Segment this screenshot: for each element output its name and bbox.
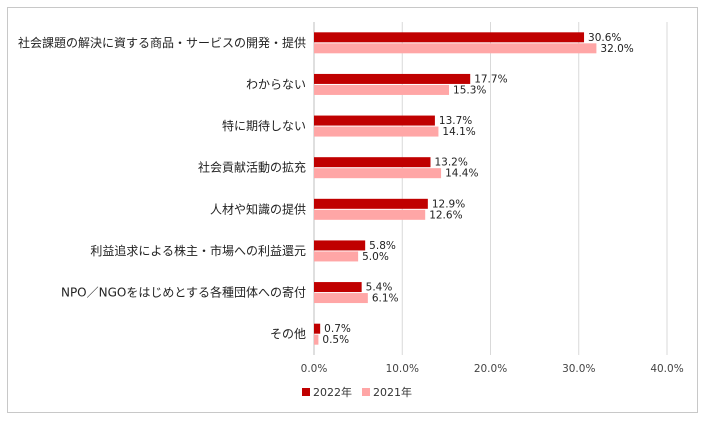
- value-label-2022: 13.2%: [434, 157, 467, 169]
- category-label: 人材や知識の提供: [210, 201, 306, 216]
- bar-2021: [314, 43, 597, 54]
- legend-label-2021: 2021年: [373, 385, 412, 399]
- value-label-2021: 32.0%: [600, 43, 633, 55]
- x-tick-label: 40.0%: [650, 363, 683, 375]
- value-label-2022: 17.7%: [474, 73, 507, 85]
- value-label-2021: 15.3%: [453, 84, 486, 96]
- value-label-2022: 30.6%: [588, 32, 621, 44]
- legend-swatch-2022: [302, 388, 310, 396]
- bar-2021: [314, 334, 319, 345]
- x-tick-label: 20.0%: [474, 363, 507, 375]
- value-label-2021: 6.1%: [372, 293, 399, 305]
- value-label-2021: 14.1%: [442, 126, 475, 138]
- value-label-2021: 12.6%: [429, 209, 462, 221]
- category-label: 利益追求による株主・市場への利益還元: [90, 243, 306, 258]
- value-label-2022: 12.9%: [432, 198, 465, 210]
- bar-2021: [314, 126, 439, 137]
- x-tick-label: 30.0%: [562, 363, 595, 375]
- category-label: 特に期待しない: [222, 118, 306, 133]
- bar-2022: [314, 115, 435, 126]
- bar-2021: [314, 168, 442, 179]
- category-label: わからない: [246, 77, 306, 91]
- bar-2022: [314, 240, 366, 251]
- bar-2021: [314, 293, 368, 304]
- value-label-2022: 5.8%: [369, 240, 396, 252]
- category-label: 社会貢献活動の拡充: [198, 160, 306, 175]
- bar-2022: [314, 157, 431, 168]
- x-tick-label: 10.0%: [386, 363, 419, 375]
- x-tick-label: 0.0%: [301, 363, 328, 375]
- bar-2021: [314, 251, 359, 262]
- category-label: NPO／NGOをはじめとする各種団体への寄付: [61, 285, 306, 300]
- category-label: 社会課題の解決に資する商品・サービスの開発・提供: [18, 35, 306, 50]
- value-label-2021: 0.5%: [322, 334, 349, 346]
- bar-2021: [314, 209, 426, 220]
- bar-2021: [314, 84, 450, 95]
- bar-2022: [314, 32, 585, 43]
- value-label-2022: 13.7%: [439, 115, 472, 127]
- value-label-2021: 5.0%: [362, 251, 389, 263]
- value-label-2022: 5.4%: [366, 282, 393, 294]
- category-label: その他: [270, 327, 306, 341]
- value-label-2022: 0.7%: [324, 323, 351, 335]
- value-label-2021: 14.4%: [445, 168, 478, 180]
- bar-2022: [314, 323, 321, 334]
- legend-label-2022: 2022年: [313, 385, 352, 399]
- bar-2022: [314, 198, 428, 209]
- bar-2022: [314, 73, 471, 84]
- bar-2022: [314, 282, 362, 293]
- legend-swatch-2021: [362, 388, 370, 396]
